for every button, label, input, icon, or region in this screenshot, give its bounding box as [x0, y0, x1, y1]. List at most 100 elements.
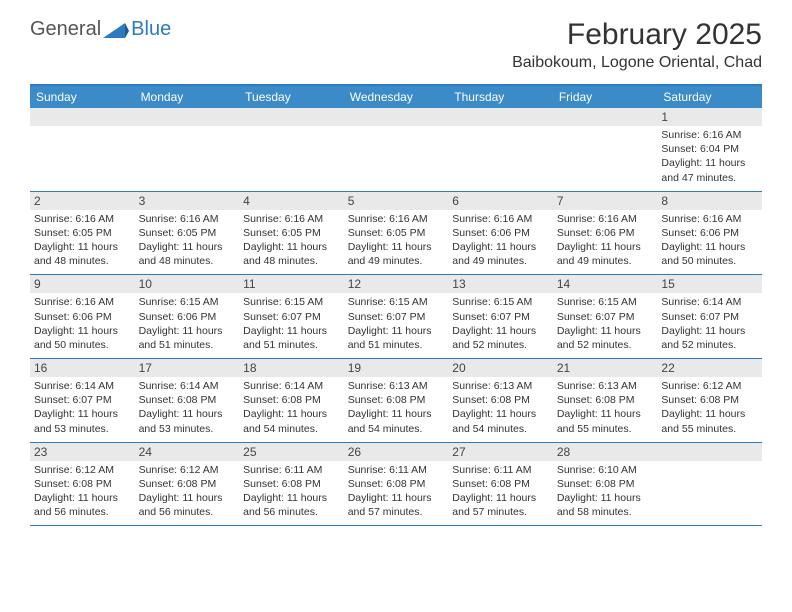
sunset-text: Sunset: 6:08 PM — [243, 477, 340, 491]
day-number: 16 — [30, 359, 135, 377]
daylight-text: Daylight: 11 hours and 52 minutes. — [452, 324, 549, 352]
day-cell: 7Sunrise: 6:16 AMSunset: 6:06 PMDaylight… — [553, 192, 658, 275]
daylight-text: Daylight: 11 hours and 56 minutes. — [34, 491, 131, 519]
sunset-text: Sunset: 6:07 PM — [34, 393, 131, 407]
logo-text-general: General — [30, 18, 101, 41]
day-number: 18 — [239, 359, 344, 377]
month-title: February 2025 — [512, 18, 762, 52]
daylight-text: Daylight: 11 hours and 51 minutes. — [243, 324, 340, 352]
day-cell: 16Sunrise: 6:14 AMSunset: 6:07 PMDayligh… — [30, 359, 135, 442]
day-cell: 28Sunrise: 6:10 AMSunset: 6:08 PMDayligh… — [553, 443, 658, 526]
day-cell: 5Sunrise: 6:16 AMSunset: 6:05 PMDaylight… — [344, 192, 449, 275]
daylight-text: Daylight: 11 hours and 56 minutes. — [139, 491, 236, 519]
sunrise-text: Sunrise: 6:15 AM — [243, 295, 340, 309]
sunrise-text: Sunrise: 6:12 AM — [661, 379, 758, 393]
daylight-text: Daylight: 11 hours and 49 minutes. — [557, 240, 654, 268]
sunrise-text: Sunrise: 6:15 AM — [557, 295, 654, 309]
day-number: 26 — [344, 443, 449, 461]
sunset-text: Sunset: 6:08 PM — [348, 393, 445, 407]
day-number: 24 — [135, 443, 240, 461]
empty-day-bar — [239, 108, 344, 126]
sunrise-text: Sunrise: 6:16 AM — [243, 212, 340, 226]
sunset-text: Sunset: 6:06 PM — [452, 226, 549, 240]
sunrise-text: Sunrise: 6:14 AM — [243, 379, 340, 393]
daylight-text: Daylight: 11 hours and 48 minutes. — [243, 240, 340, 268]
weekday-header: Monday — [135, 86, 240, 108]
day-cell: 1Sunrise: 6:16 AMSunset: 6:04 PMDaylight… — [657, 108, 762, 191]
sunrise-text: Sunrise: 6:12 AM — [34, 463, 131, 477]
sunset-text: Sunset: 6:07 PM — [557, 310, 654, 324]
logo: General Blue — [30, 18, 171, 41]
sunset-text: Sunset: 6:08 PM — [243, 393, 340, 407]
sunrise-text: Sunrise: 6:13 AM — [557, 379, 654, 393]
sunrise-text: Sunrise: 6:16 AM — [34, 212, 131, 226]
daylight-text: Daylight: 11 hours and 53 minutes. — [139, 407, 236, 435]
day-number: 4 — [239, 192, 344, 210]
day-number: 17 — [135, 359, 240, 377]
empty-day-bar — [344, 108, 449, 126]
day-number: 22 — [657, 359, 762, 377]
daylight-text: Daylight: 11 hours and 53 minutes. — [34, 407, 131, 435]
day-cell: 3Sunrise: 6:16 AMSunset: 6:05 PMDaylight… — [135, 192, 240, 275]
empty-day-bar — [30, 108, 135, 126]
day-cell — [239, 108, 344, 191]
day-number: 27 — [448, 443, 553, 461]
daylight-text: Daylight: 11 hours and 49 minutes. — [452, 240, 549, 268]
daylight-text: Daylight: 11 hours and 57 minutes. — [348, 491, 445, 519]
day-number: 19 — [344, 359, 449, 377]
day-number: 7 — [553, 192, 658, 210]
triangle-icon — [103, 21, 129, 39]
day-cell: 26Sunrise: 6:11 AMSunset: 6:08 PMDayligh… — [344, 443, 449, 526]
empty-day-bar — [135, 108, 240, 126]
weekday-header-row: Sunday Monday Tuesday Wednesday Thursday… — [30, 86, 762, 108]
week-row: 9Sunrise: 6:16 AMSunset: 6:06 PMDaylight… — [30, 275, 762, 359]
sunset-text: Sunset: 6:07 PM — [661, 310, 758, 324]
week-row: 2Sunrise: 6:16 AMSunset: 6:05 PMDaylight… — [30, 192, 762, 276]
day-number: 23 — [30, 443, 135, 461]
day-number: 20 — [448, 359, 553, 377]
daylight-text: Daylight: 11 hours and 51 minutes. — [348, 324, 445, 352]
day-number: 10 — [135, 275, 240, 293]
sunrise-text: Sunrise: 6:13 AM — [348, 379, 445, 393]
day-cell: 17Sunrise: 6:14 AMSunset: 6:08 PMDayligh… — [135, 359, 240, 442]
sunrise-text: Sunrise: 6:10 AM — [557, 463, 654, 477]
day-cell: 19 Sunrise: 6:13 AMSunset: 6:08 PMDayligh… — [344, 359, 449, 442]
week-row: 16Sunrise: 6:14 AMSunset: 6:07 PMDayligh… — [30, 359, 762, 443]
sunrise-text: Sunrise: 6:14 AM — [661, 295, 758, 309]
daylight-text: Daylight: 11 hours and 48 minutes. — [34, 240, 131, 268]
logo-text-blue: Blue — [131, 18, 171, 41]
day-number: 13 — [448, 275, 553, 293]
sunset-text: Sunset: 6:06 PM — [557, 226, 654, 240]
title-block: February 2025 Baibokoum, Logone Oriental… — [512, 18, 762, 72]
daylight-text: Daylight: 11 hours and 57 minutes. — [452, 491, 549, 519]
sunset-text: Sunset: 6:07 PM — [348, 310, 445, 324]
sunrise-text: Sunrise: 6:15 AM — [139, 295, 236, 309]
sunset-text: Sunset: 6:08 PM — [557, 477, 654, 491]
day-number: 28 — [553, 443, 658, 461]
sunset-text: Sunset: 6:08 PM — [452, 393, 549, 407]
day-number: 11 — [239, 275, 344, 293]
day-number: 12 — [344, 275, 449, 293]
sunset-text: Sunset: 6:06 PM — [34, 310, 131, 324]
day-cell — [657, 443, 762, 526]
daylight-text: Daylight: 11 hours and 48 minutes. — [139, 240, 236, 268]
day-number: 21 — [553, 359, 658, 377]
sunrise-text: Sunrise: 6:15 AM — [452, 295, 549, 309]
day-cell — [553, 108, 658, 191]
day-cell: 13Sunrise: 6:15 AMSunset: 6:07 PMDayligh… — [448, 275, 553, 358]
sunset-text: Sunset: 6:07 PM — [243, 310, 340, 324]
empty-day-bar — [657, 443, 762, 461]
weekday-header: Friday — [553, 86, 658, 108]
day-number: 15 — [657, 275, 762, 293]
sunset-text: Sunset: 6:05 PM — [348, 226, 445, 240]
sunrise-text: Sunrise: 6:16 AM — [139, 212, 236, 226]
weekday-header: Sunday — [30, 86, 135, 108]
daylight-text: Daylight: 11 hours and 54 minutes. — [348, 407, 445, 435]
daylight-text: Daylight: 11 hours and 51 minutes. — [139, 324, 236, 352]
sunrise-text: Sunrise: 6:16 AM — [34, 295, 131, 309]
sunrise-text: Sunrise: 6:12 AM — [139, 463, 236, 477]
day-number: 5 — [344, 192, 449, 210]
sunrise-text: Sunrise: 6:16 AM — [661, 128, 758, 142]
day-cell: 18Sunrise: 6:14 AMSunset: 6:08 PMDayligh… — [239, 359, 344, 442]
sunrise-text: Sunrise: 6:16 AM — [661, 212, 758, 226]
